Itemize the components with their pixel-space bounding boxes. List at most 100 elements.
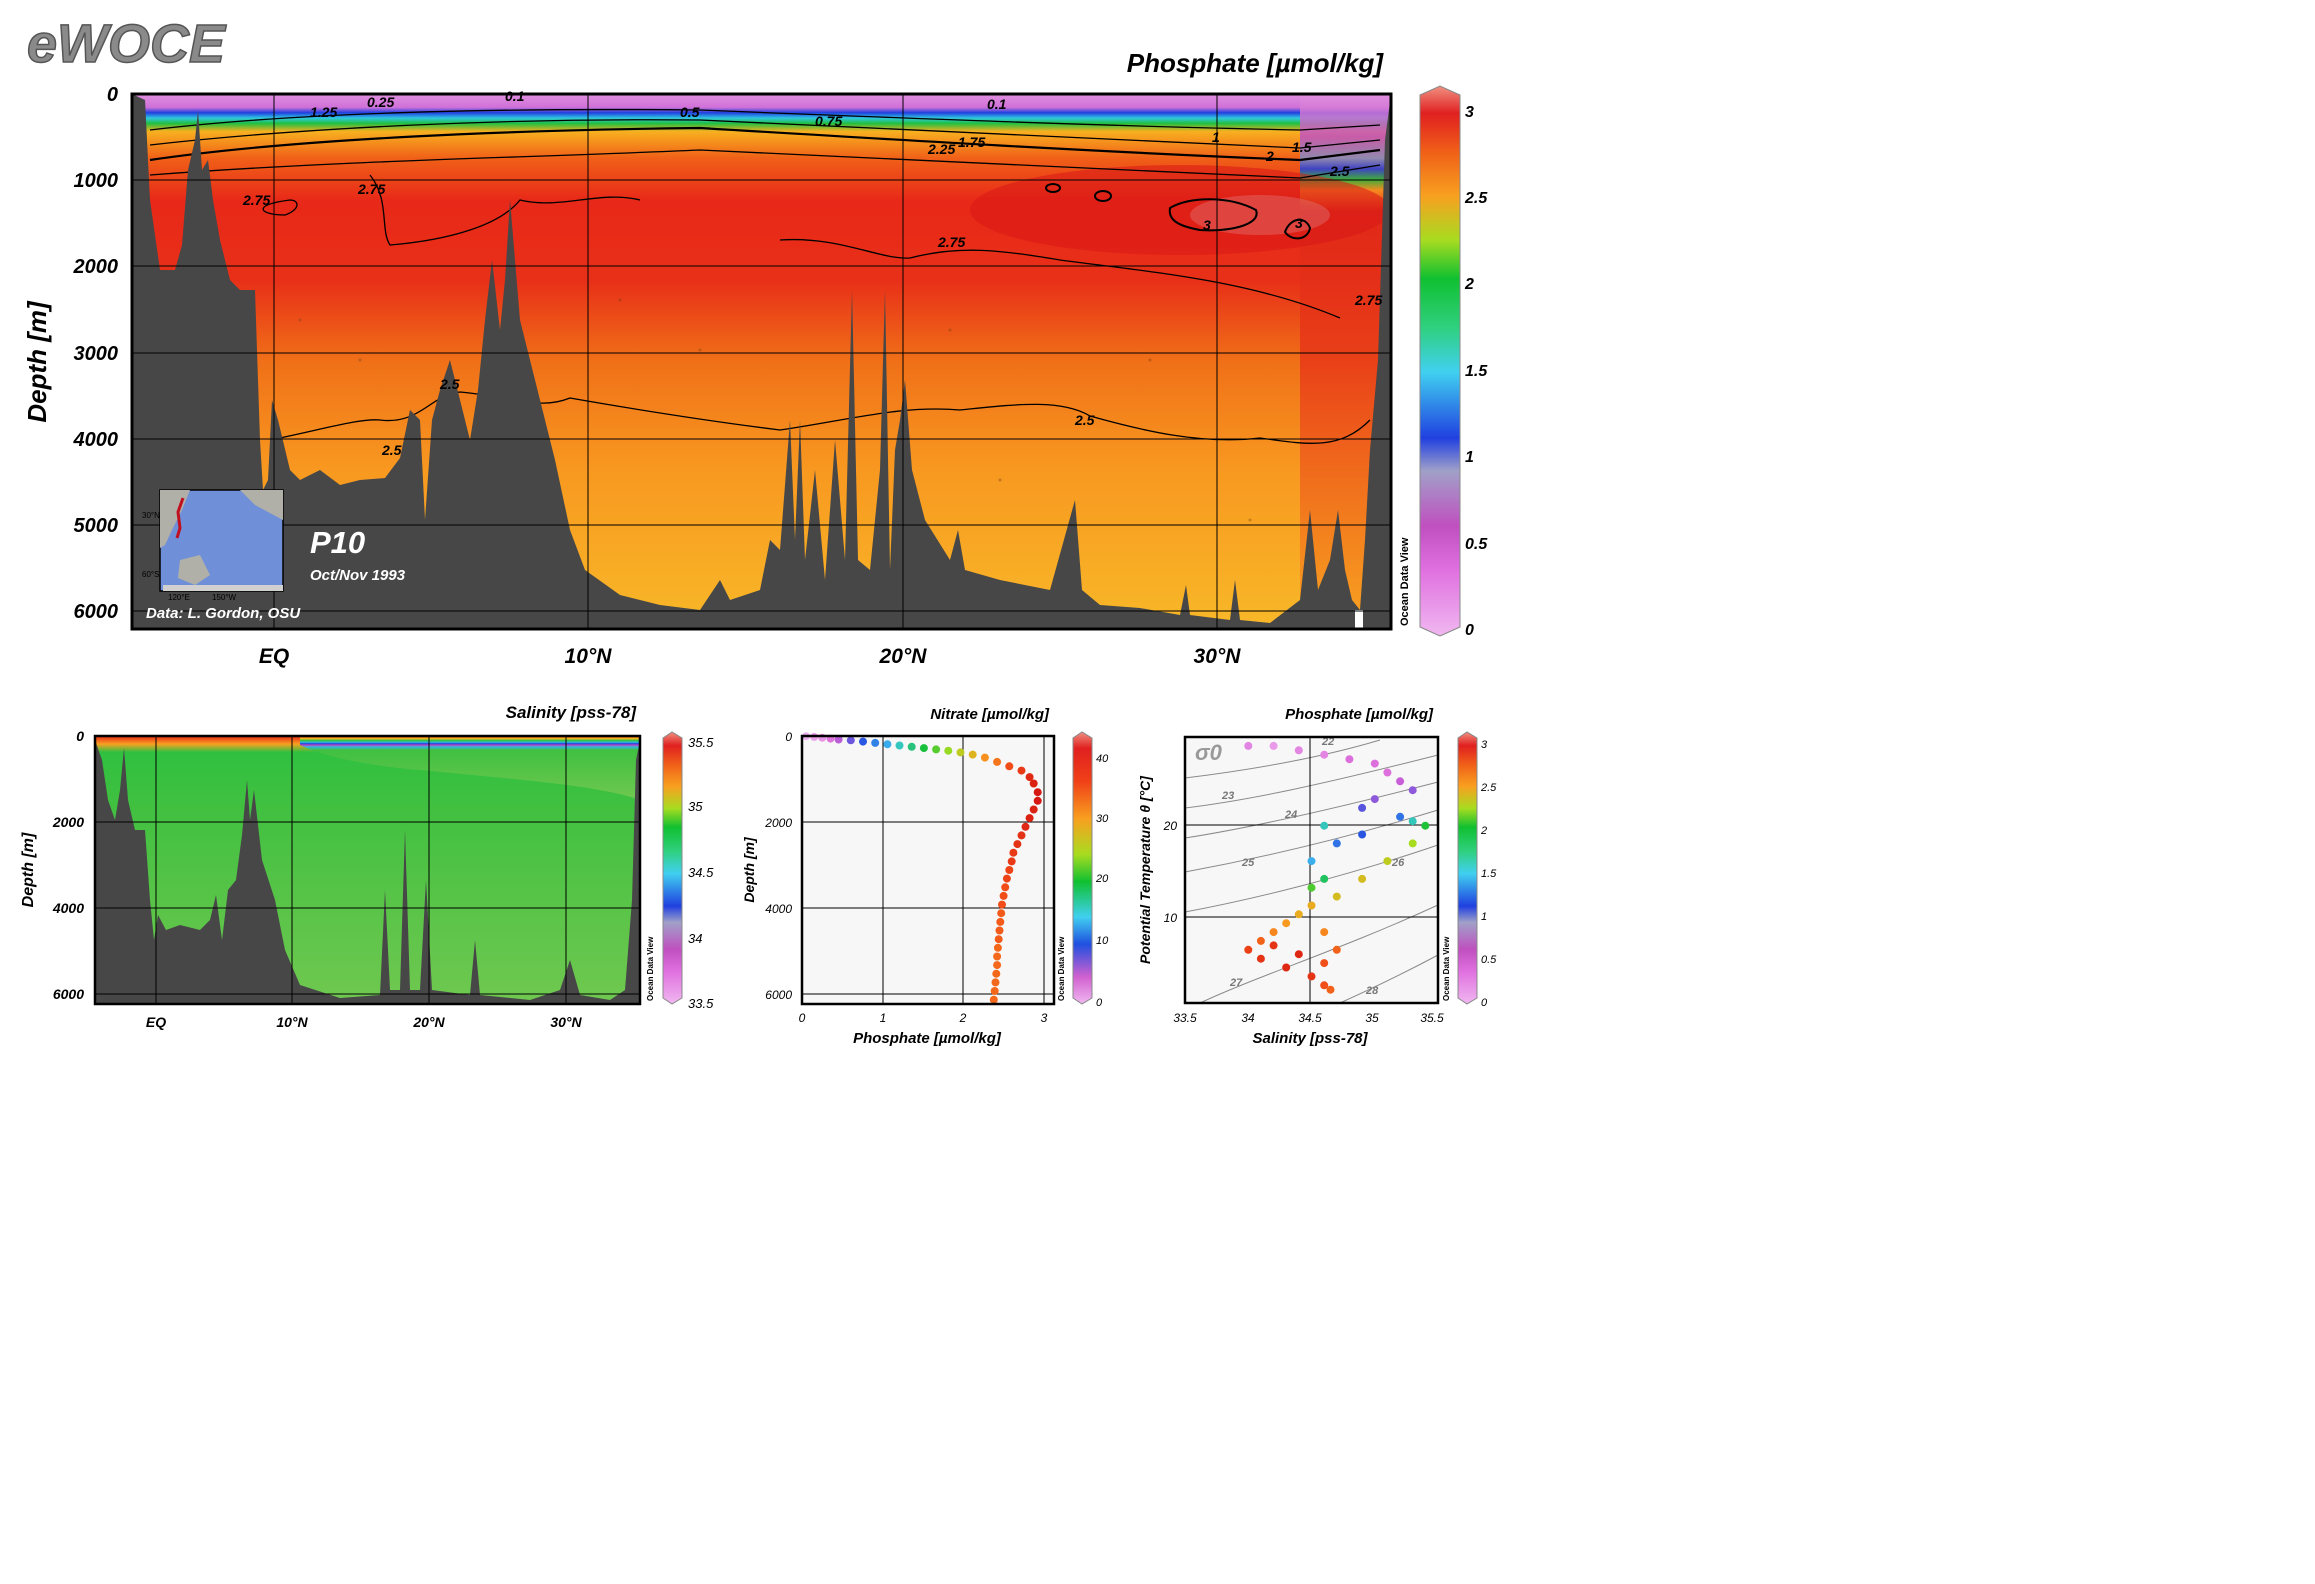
contour-labels: 0.25 0.1 0.1 1.25 0.5 0.75 1.75 2.25 1 2… (242, 88, 1382, 458)
isopycnal-label: 25 (1241, 857, 1255, 869)
contour-label: 2.75 (242, 192, 270, 208)
data-point (1332, 839, 1341, 848)
data-point (997, 909, 1006, 918)
xtick-label: 30°N (1194, 645, 1242, 668)
data-point (1320, 959, 1329, 968)
xtick-label: 3 (1041, 1011, 1048, 1025)
data-point (1358, 803, 1367, 812)
ytick-label: 10 (1164, 911, 1178, 925)
data-point (1320, 981, 1329, 990)
colorbar-tick: 35 (688, 799, 703, 814)
colorbar-tick: 33.5 (688, 996, 714, 1011)
ytick-label: 0 (785, 730, 792, 744)
contour-label: 2.5 (1329, 163, 1350, 179)
cruise-track (175, 497, 185, 539)
sample-dot (1148, 358, 1152, 362)
isopycnal-label: 27 (1229, 977, 1243, 989)
nitrate-yticks: 0 2000 4000 6000 (764, 730, 792, 1002)
data-point (1408, 839, 1417, 848)
xtick-label: 10°N (276, 1014, 308, 1030)
nitrate-grid (802, 736, 1054, 1004)
data-point (1383, 857, 1392, 866)
map-landmass (160, 490, 190, 548)
xtick-label: 20°N (412, 1014, 445, 1030)
contour-line (1094, 190, 1112, 202)
contour-label: 1 (1212, 129, 1220, 145)
salinity-ylabel: Depth [m] (20, 832, 37, 907)
data-point (871, 738, 880, 747)
data-point (1358, 830, 1367, 839)
data-point (919, 744, 928, 753)
main-section-plot (132, 94, 1391, 629)
salinity-title: Salinity [pss-78] (506, 703, 638, 722)
contour-label: 0.5 (680, 104, 700, 120)
contour-label: 3 (1295, 215, 1303, 231)
data-point (1408, 786, 1417, 795)
xtick-label: 30°N (550, 1014, 582, 1030)
main-grid (132, 94, 1391, 629)
ts-frame (1183, 735, 1440, 1005)
data-point (1001, 883, 1010, 892)
xtick-label: 33.5 (1173, 1011, 1197, 1025)
nitrate-points (802, 732, 1042, 1004)
colorbar-ticks: 3 2.5 2 1.5 1 0.5 0 (1464, 104, 1488, 639)
salinity-frame (93, 734, 642, 1006)
ytick-label: 2000 (52, 814, 84, 830)
contour-line (1168, 198, 1258, 232)
data-point (1307, 901, 1316, 910)
data-point (999, 891, 1008, 900)
data-point (1017, 766, 1026, 775)
sample-dot (698, 348, 702, 352)
isopycnal-line (1339, 954, 1439, 1004)
main-xticks: EQ 10°N 20°N 30°N (259, 645, 1241, 668)
ytick-label: 4000 (73, 429, 119, 451)
isopycnal-line (1184, 781, 1439, 839)
data-point (883, 740, 892, 749)
ts-plot-bg (1185, 737, 1438, 1003)
contour-line (1045, 183, 1061, 193)
xtick-label: 34.5 (1298, 1011, 1322, 1025)
data-point (968, 750, 977, 759)
data-point (1244, 945, 1253, 954)
data-point (1017, 831, 1026, 840)
contour-label: 2.5 (1074, 412, 1095, 428)
data-point (993, 943, 1002, 952)
data-point (1002, 874, 1011, 883)
watermark: Ocean Data View (1057, 936, 1066, 1001)
colorbar-tick: 20 (1095, 873, 1109, 885)
isopycnal-label: 26 (1391, 857, 1405, 869)
data-point (1307, 883, 1316, 892)
data-point (1009, 848, 1018, 857)
contour-label: 2.25 (927, 141, 955, 157)
data-point (1029, 779, 1038, 788)
data-point (1370, 795, 1379, 804)
ytick-label: 0 (107, 84, 118, 106)
colorbar-tick: 10 (1096, 935, 1109, 947)
colorbar-tick: 0 (1096, 997, 1103, 1009)
data-point (1294, 910, 1303, 919)
sigma-symbol: σ0 (1195, 740, 1223, 765)
map-landmass (240, 490, 283, 520)
contour-line (779, 238, 1341, 319)
xtick-label: 0 (799, 1011, 806, 1025)
data-credit: Data: L. Gordon, OSU (146, 605, 301, 622)
ts-yticks: 10 20 (1163, 819, 1178, 925)
contour-label: 2.5 (381, 442, 402, 458)
data-point (944, 746, 953, 755)
ts-xticks: 33.5 34 34.5 35 35.5 (1173, 1011, 1444, 1025)
contour-label: 0.25 (367, 94, 394, 110)
data-point (1421, 821, 1430, 830)
map-lon-label: 150°W (212, 593, 237, 602)
data-point (994, 935, 1003, 944)
isopycnal-line (1184, 844, 1439, 913)
data-point (998, 900, 1006, 909)
ts-ylabel: Potential Temperature θ [°C] (1137, 775, 1153, 964)
colorbar-ticks: 35.5 35 34.5 34 33.5 (688, 735, 714, 1011)
colorbar-tick: 0.5 (1465, 536, 1488, 553)
data-point (834, 735, 843, 744)
isopycnal-label: 23 (1221, 790, 1234, 802)
data-point (1033, 796, 1042, 805)
xtick-label: EQ (146, 1014, 166, 1030)
salinity-bathymetry (95, 740, 640, 1004)
